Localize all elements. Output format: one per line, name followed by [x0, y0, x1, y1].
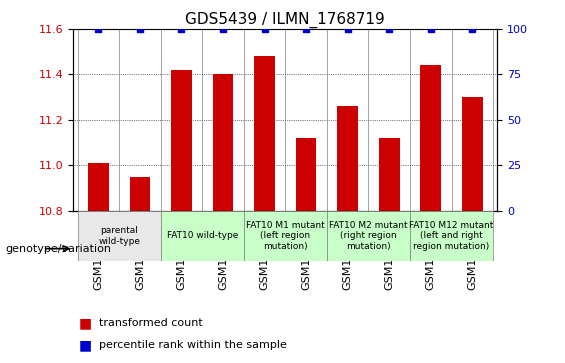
Point: [177, 26, 186, 32]
FancyBboxPatch shape: [77, 211, 160, 261]
Text: ■: ■: [79, 316, 92, 330]
Bar: [160, 29, 202, 211]
Bar: [212, 74, 233, 211]
Point: [94, 26, 103, 32]
Bar: [202, 29, 244, 211]
Bar: [119, 29, 160, 211]
FancyBboxPatch shape: [160, 211, 244, 261]
Bar: [368, 29, 410, 211]
Text: FAT10 M1 mutant
(left region
mutation): FAT10 M1 mutant (left region mutation): [246, 221, 325, 251]
Point: [385, 26, 394, 32]
Text: FAT10 M2 mutant
(right region
mutation): FAT10 M2 mutant (right region mutation): [329, 221, 408, 251]
Bar: [420, 65, 441, 211]
Title: GDS5439 / ILMN_1768719: GDS5439 / ILMN_1768719: [185, 12, 385, 28]
Bar: [171, 70, 192, 211]
Bar: [451, 29, 493, 211]
Point: [343, 26, 352, 32]
Text: FAT10 M12 mutant
(left and right
region mutation): FAT10 M12 mutant (left and right region …: [409, 221, 494, 251]
FancyBboxPatch shape: [410, 211, 493, 261]
Text: FAT10 wild-type: FAT10 wild-type: [167, 232, 238, 240]
Text: parental
wild-type: parental wild-type: [98, 226, 140, 246]
Point: [426, 26, 435, 32]
FancyBboxPatch shape: [327, 211, 410, 261]
Bar: [244, 29, 285, 211]
Bar: [462, 97, 483, 211]
Bar: [254, 56, 275, 211]
Text: transformed count: transformed count: [99, 318, 203, 328]
Text: percentile rank within the sample: percentile rank within the sample: [99, 340, 287, 350]
Point: [302, 26, 311, 32]
Text: genotype/variation: genotype/variation: [6, 244, 112, 254]
Bar: [129, 176, 150, 211]
Bar: [285, 29, 327, 211]
Point: [219, 26, 228, 32]
Point: [136, 26, 145, 32]
FancyBboxPatch shape: [244, 211, 327, 261]
Bar: [379, 138, 399, 211]
Bar: [77, 29, 119, 211]
Bar: [88, 163, 108, 211]
Point: [260, 26, 269, 32]
Bar: [327, 29, 368, 211]
Bar: [295, 138, 316, 211]
Point: [468, 26, 477, 32]
Text: ■: ■: [79, 338, 92, 352]
Bar: [410, 29, 451, 211]
Bar: [337, 106, 358, 211]
